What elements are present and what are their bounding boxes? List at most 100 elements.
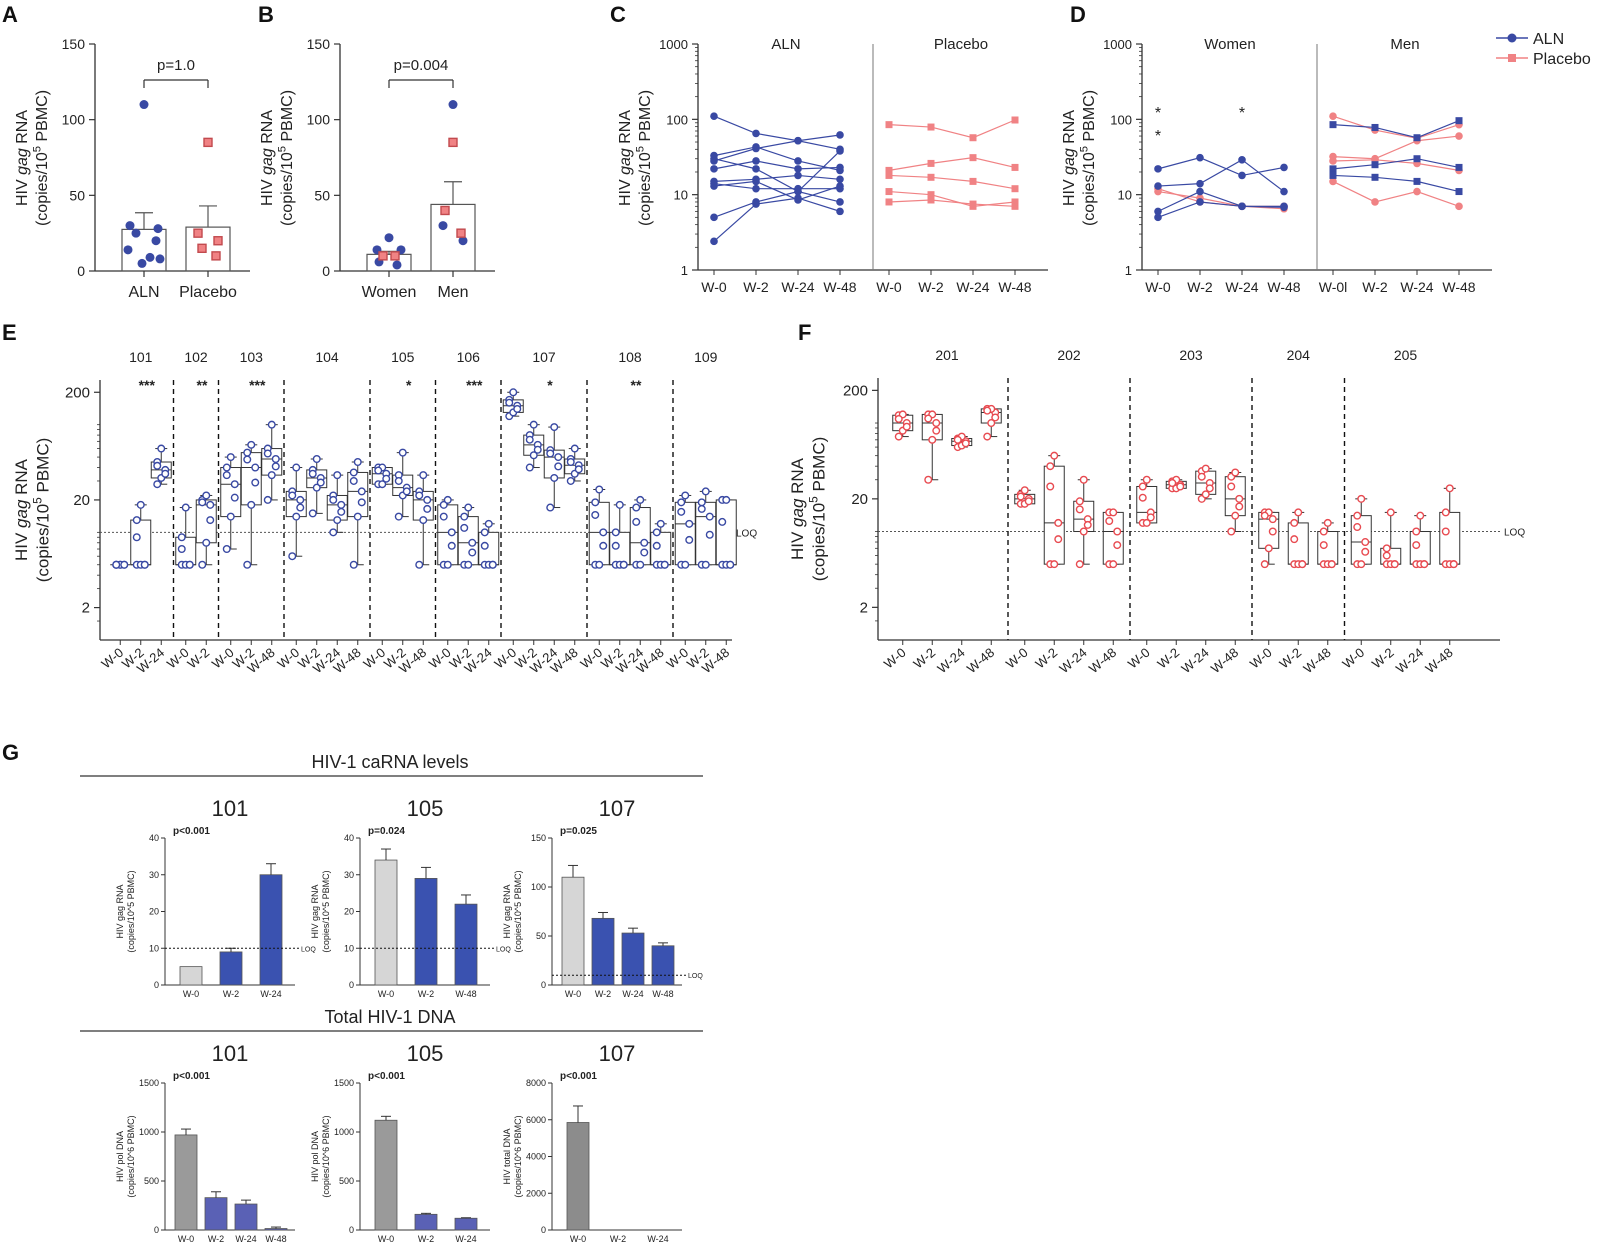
series-point [710,157,718,165]
series-point [836,163,844,172]
label-part: 5 [806,496,820,503]
box-point [1357,560,1366,569]
box-point [112,560,121,569]
y-tick-label: 100 [666,112,688,127]
box-point [640,548,649,557]
label-part: HIV [14,175,31,206]
series-line [888,157,1016,171]
significance-star: * [1155,128,1161,145]
series-point [794,196,802,204]
box-point [685,519,694,528]
y-tick-label: 0 [349,980,354,990]
box-point [357,487,366,496]
bar [259,874,283,986]
box-point [480,528,489,537]
y-tick-label: 0 [541,1225,546,1235]
significance-star: *** [249,377,266,393]
bar [219,951,243,986]
box-point [312,454,321,463]
box-point [1382,544,1391,553]
x-tick-label: W-2 [743,279,769,295]
legend-label-aln: ALN [1533,31,1564,48]
legend-marker-placebo [1508,54,1516,62]
participant-label: 104 [315,349,339,365]
y-tick-label: 1 [1125,263,1132,278]
box-point [402,487,411,496]
box-point [312,483,321,492]
bar [174,1134,198,1231]
box-point [591,510,600,519]
y-axis-label-line1: HIV pol DNA [310,1131,320,1182]
box-point [382,474,391,483]
box-point [1327,560,1336,569]
x-tick-label: W-0 [565,989,581,999]
box-point [206,516,215,525]
loq-label: LOQ [688,973,703,980]
box-point [1441,527,1450,536]
y-axis-label-line2: (copies/105 PBMC) [30,438,52,583]
box-point [1197,472,1206,481]
series-point [752,144,760,153]
box-point [153,461,162,470]
box-point [983,406,992,415]
box-point [1201,464,1210,473]
box-point [394,476,403,485]
box-point [1353,523,1362,532]
box-point [1416,511,1425,520]
participant-label: 201 [935,347,959,363]
box-point [243,560,252,569]
y-tick-label: 1000 [334,1127,354,1137]
y-axis-label: HIV gag RNA(copies/105 PBMC) [1061,90,1098,226]
bar [591,917,615,986]
significance-star: *** [139,377,156,393]
box-point [415,491,424,500]
box-point [1050,451,1059,460]
box-point [660,560,669,569]
box-point [636,495,645,504]
label-part: HIV [788,527,807,560]
y-axis-label: HIV pol DNA (copies/10^6 PBMC) [310,1115,331,1197]
participant-title: 101 [212,1041,249,1066]
y-tick-label: 1000 [139,1127,159,1137]
box-point [1113,527,1122,536]
series-line [888,119,1016,139]
series-point [1154,165,1162,173]
box-point [525,463,534,472]
aln-point [131,228,141,238]
box-point [1046,462,1055,471]
box-point [329,528,338,537]
x-tick-label: W-24 [260,989,281,999]
label-part: PBMC) [33,438,52,498]
x-tick-label: W-2 [418,989,434,999]
box-point [267,471,276,480]
box-point [1227,527,1236,536]
label-part: RNA [617,110,634,149]
box-point [546,503,555,512]
x-tick-label: W-0 [1145,279,1171,295]
significance-star: * [1155,105,1161,122]
y-tick-label: 100 [307,112,331,128]
box-point [574,465,583,474]
box-point [595,485,604,494]
box-point [1054,535,1063,544]
series-line [1157,159,1285,193]
box-point [271,454,280,463]
series-point [752,157,760,165]
bar [621,932,645,986]
x-tick-label: W-48 [1267,279,1300,295]
y-tick-label: 200 [843,382,868,399]
y-tick-label: 500 [144,1176,159,1186]
box-point [1353,511,1362,520]
series-point [752,165,760,173]
y-tick-label: 2 [860,599,868,616]
placebo-point [193,228,203,238]
y-tick-label: 10 [674,188,688,203]
bar [566,1122,590,1231]
box-point [185,560,194,569]
label-part: RNA [14,110,31,149]
series-point [1455,132,1463,140]
placebo-point [197,243,207,254]
series-point [1371,198,1379,206]
box-point [337,507,346,516]
box-point [480,541,489,550]
